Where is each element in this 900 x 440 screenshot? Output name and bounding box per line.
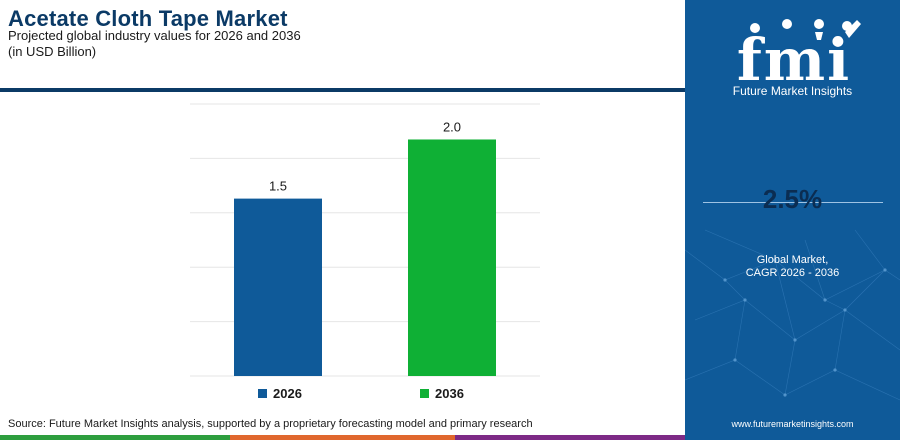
bottom-color-stripe [0, 435, 685, 440]
website-link[interactable]: www.futuremarketinsights.com [731, 419, 854, 429]
stripe-purple [455, 435, 685, 440]
chart-panel: Acetate Cloth Tape Market Projected glob… [0, 0, 685, 440]
logo-wordmark: fmi [737, 26, 851, 94]
bar-chart: 1.5 2.0 [190, 103, 540, 377]
source-note: Source: Future Market Insights analysis,… [8, 418, 533, 430]
stripe-orange [230, 435, 455, 440]
legend-item-2036: 2036 [420, 386, 464, 401]
cagr-divider [703, 202, 883, 203]
legend-label-2026: 2026 [273, 386, 302, 401]
fmi-logo: fmi [737, 19, 861, 94]
bar-2036 [408, 139, 496, 376]
cagr-label-line2: CAGR 2026 - 2036 [745, 267, 840, 279]
sidebar-panel: fmi Future Market Insights 2.5% Global M… [685, 0, 900, 440]
page-title: Acetate Cloth Tape Market [8, 6, 288, 31]
page-subtitle: Projected global industry values for 202… [8, 28, 301, 43]
bar-2026 [234, 198, 322, 376]
legend-swatch-2026 [258, 389, 267, 398]
cagr-value: 2.5% [762, 184, 823, 214]
header-divider [0, 88, 685, 92]
chart-legend: 2026 2036 [0, 386, 685, 406]
units-label: (in USD Billion) [8, 44, 97, 59]
cagr-label: Global Market, CAGR 2026 - 2036 [685, 254, 900, 280]
network-background [685, 229, 900, 401]
cagr-label-line1: Global Market, [756, 254, 829, 266]
stripe-green [0, 435, 230, 440]
legend-swatch-2036 [420, 389, 429, 398]
legend-label-2036: 2036 [435, 386, 464, 401]
data-label-2036: 2.0 [443, 119, 461, 134]
legend-item-2026: 2026 [258, 386, 302, 401]
logo-caption: Future Market Insights [732, 84, 853, 98]
header: Acetate Cloth Tape Market Projected glob… [0, 0, 685, 90]
data-label-2026: 1.5 [269, 179, 287, 194]
